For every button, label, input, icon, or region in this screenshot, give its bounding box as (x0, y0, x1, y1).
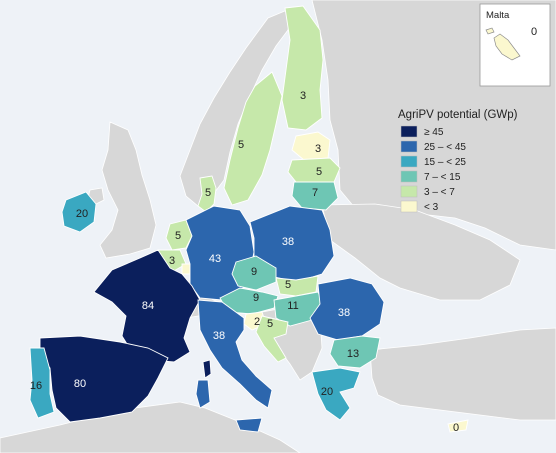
legend-swatch (400, 185, 418, 198)
malta-inset: Malta 0 (479, 3, 551, 87)
legend: AgriPV potential (GWp) ≥ 45 25 – < 45 15 –… (398, 109, 518, 213)
sicily-region (235, 417, 263, 433)
greece-region (311, 367, 361, 421)
value-label-estonia: 3 (315, 143, 321, 155)
value-label-latvia: 5 (316, 166, 322, 178)
britain-land (99, 121, 157, 259)
spain-region (39, 335, 169, 423)
value-label-france: 84 (142, 300, 154, 312)
value-label-netherlands: 5 (175, 230, 181, 242)
value-label-czechia: 9 (251, 266, 257, 278)
legend-label: < 3 (424, 202, 439, 213)
croatia-region (255, 315, 289, 363)
turkey-land (369, 327, 556, 421)
portugal-region (29, 347, 55, 419)
value-label-poland: 38 (282, 236, 294, 248)
value-label-germany: 43 (209, 253, 221, 265)
cyprus-region (447, 419, 469, 433)
sardinia-region (195, 379, 211, 409)
poland-region (249, 205, 335, 283)
value-label-ireland: 20 (76, 208, 88, 220)
legend-label: 7 – < 15 (424, 172, 461, 183)
value-label-slovakia: 5 (285, 279, 291, 291)
luxembourg-region (181, 263, 191, 275)
legend-title: AgriPV potential (GWp) (398, 109, 518, 121)
finland-region (281, 5, 324, 131)
value-label-slovenia: 2 (254, 316, 260, 328)
france-region (93, 249, 201, 363)
malta-inset-title: Malta (486, 10, 510, 21)
ireland-region (61, 191, 97, 233)
legend-label: 25 – < 45 (424, 142, 466, 153)
value-label-cyprus: 0 (453, 422, 459, 434)
malta-inset-frame (479, 3, 551, 87)
value-label-italy: 38 (213, 330, 225, 342)
malta-inset-value: 0 (531, 26, 537, 38)
value-label-portugal: 16 (30, 380, 42, 392)
sweden-region (223, 71, 283, 206)
italy-region (197, 299, 273, 409)
gozo-island (485, 27, 495, 35)
legend-label: 3 – < 7 (424, 187, 455, 198)
legend-swatch (400, 170, 418, 183)
value-label-lithuania: 7 (312, 187, 318, 199)
latvia-region (287, 157, 341, 183)
value-label-hungary: 11 (287, 300, 298, 312)
legend-label: ≥ 45 (424, 127, 444, 138)
legend-swatch (400, 200, 418, 213)
value-label-austria: 9 (253, 292, 259, 304)
value-label-belgium: 3 (169, 255, 175, 267)
value-label-denmark: 5 (205, 187, 211, 199)
czechia-region (231, 255, 277, 291)
malta-island (493, 33, 521, 61)
value-label-romania: 38 (338, 307, 350, 319)
ukraine-belarus-land (321, 203, 521, 301)
corsica-region (202, 359, 212, 379)
lithuania-region (291, 181, 339, 211)
value-label-greece: 20 (321, 386, 333, 398)
value-label-spain: 80 (74, 378, 86, 390)
legend-label: 15 – < 25 (424, 157, 466, 168)
legend-swatch (400, 140, 418, 153)
legend-items: ≥ 45 25 – < 45 15 – < 25 7 – < 15 3 – < 7 < 3 (400, 125, 466, 213)
bulgaria-region (329, 335, 381, 369)
legend-swatch (400, 155, 418, 168)
value-label-croatia: 5 (267, 318, 273, 330)
value-label-bulgaria: 13 (347, 348, 359, 360)
value-label-sweden: 5 (238, 139, 244, 151)
legend-swatch (400, 125, 418, 138)
value-label-finland: 3 (300, 90, 306, 102)
